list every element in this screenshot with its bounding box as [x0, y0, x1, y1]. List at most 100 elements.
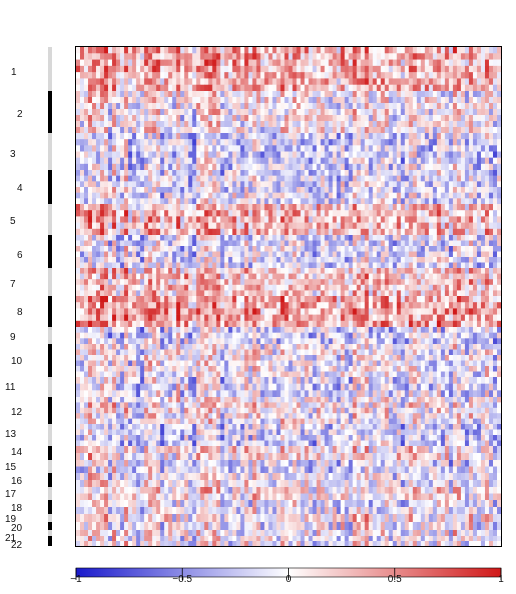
heatmap-cell: [436, 84, 442, 92]
heatmap-cell: [376, 314, 382, 322]
heatmap-cell: [264, 115, 269, 122]
heatmap-cell: [444, 204, 450, 211]
heatmap-cell: [424, 308, 430, 315]
heatmap-cell: [420, 290, 426, 297]
heatmap-cell: [280, 84, 285, 92]
heatmap-cell: [460, 133, 466, 140]
heatmap-cell: [472, 151, 478, 158]
heatmap-cell: [388, 192, 394, 199]
heatmap-cell: [272, 175, 277, 182]
heatmap-cell: [416, 170, 422, 176]
heatmap-cell: [304, 72, 309, 79]
heatmap-cell: [88, 216, 93, 223]
chromosome-label-10: 10: [11, 356, 23, 367]
heatmap-cell: [488, 65, 494, 73]
heatmap-cell: [180, 175, 185, 182]
heatmap-cell: [428, 170, 434, 176]
heatmap-cell: [92, 222, 97, 230]
heatmap-cell: [336, 127, 341, 134]
heatmap-cell: [200, 273, 205, 280]
heatmap-cell: [264, 65, 269, 73]
heatmap-cell: [380, 296, 386, 303]
heatmap-cell: [484, 139, 490, 146]
heatmap-cell: [236, 235, 241, 241]
heatmap-cell: [188, 72, 193, 79]
heatmap-cell: [352, 308, 357, 315]
heatmap-cell: [488, 72, 494, 79]
heatmap-cell: [272, 151, 277, 158]
heatmap-cell: [316, 216, 321, 223]
heatmap-cell: [124, 216, 129, 223]
heatmap-cell: [76, 210, 81, 217]
heatmap-cell: [492, 72, 498, 79]
heatmap-cell: [128, 53, 133, 60]
heatmap-cell: [168, 235, 173, 241]
heatmap-cell: [492, 170, 498, 176]
heatmap-cell: [128, 65, 133, 73]
heatmap-cell: [232, 163, 237, 171]
heatmap-cell: [236, 181, 241, 188]
heatmap-cell: [272, 284, 277, 291]
heatmap-cell: [268, 139, 273, 146]
heatmap-cell: [288, 53, 293, 60]
heatmap-cell: [268, 314, 273, 322]
heatmap-cell: [164, 59, 169, 67]
heatmap-cell: [464, 157, 470, 165]
heatmap-cell: [496, 139, 502, 146]
heatmap-cell: [364, 314, 369, 322]
heatmap-cell: [204, 133, 209, 140]
heatmap-cell: [308, 187, 313, 193]
heatmap-cell: [440, 78, 446, 86]
heatmap-cell: [84, 228, 89, 236]
heatmap-cell: [308, 127, 313, 134]
heatmap-cell: [452, 273, 458, 280]
heatmap-cell: [104, 228, 109, 236]
heatmap-cell: [180, 235, 185, 241]
heatmap-cell: [448, 175, 454, 182]
heatmap-cell: [144, 103, 149, 110]
heatmap-cell: [144, 78, 149, 86]
heatmap-cell: [476, 222, 482, 230]
chromosome-label-9: 9: [10, 332, 16, 343]
heatmap-cell: [256, 290, 261, 297]
heatmap-cell: [368, 133, 373, 140]
heatmap-cell: [204, 53, 209, 60]
heatmap-cell: [136, 192, 141, 199]
heatmap-cell: [400, 59, 406, 67]
heatmap-cell: [492, 84, 498, 92]
heatmap-cell: [216, 65, 221, 73]
heatmap-cell: [360, 235, 365, 241]
heatmap-cell: [140, 157, 145, 165]
heatmap-cell: [144, 192, 149, 199]
heatmap-cell: [136, 133, 141, 140]
ideogram-segment-chr-2: [48, 91, 52, 133]
heatmap-cell: [224, 53, 229, 60]
heatmap-cell: [484, 192, 490, 199]
heatmap-cell: [468, 157, 474, 165]
heatmap-cell: [352, 216, 357, 223]
heatmap-cell: [116, 59, 121, 67]
heatmap-cell: [276, 314, 281, 322]
heatmap-cell: [296, 47, 301, 54]
heatmap-cell: [144, 257, 149, 263]
heatmap-cell: [276, 192, 281, 199]
heatmap-cell: [88, 262, 93, 269]
heatmap-cell: [252, 222, 257, 230]
heatmap-cell: [140, 320, 145, 328]
heatmap-cell: [140, 273, 145, 280]
heatmap-cell: [260, 78, 265, 86]
heatmap-cell: [360, 240, 365, 247]
heatmap-cell: [472, 235, 478, 241]
heatmap-cell: [132, 127, 137, 134]
heatmap-cell: [76, 157, 81, 165]
heatmap-cell: [152, 175, 157, 182]
heatmap-cell: [488, 262, 494, 269]
heatmap-cell: [300, 257, 305, 263]
heatmap-cell: [252, 251, 257, 258]
heatmap-cell: [116, 296, 121, 303]
heatmap-cell: [208, 84, 213, 92]
heatmap-cell: [448, 145, 454, 152]
heatmap-cell: [176, 210, 181, 217]
heatmap-cell: [364, 198, 369, 205]
heatmap-cell: [172, 290, 177, 297]
